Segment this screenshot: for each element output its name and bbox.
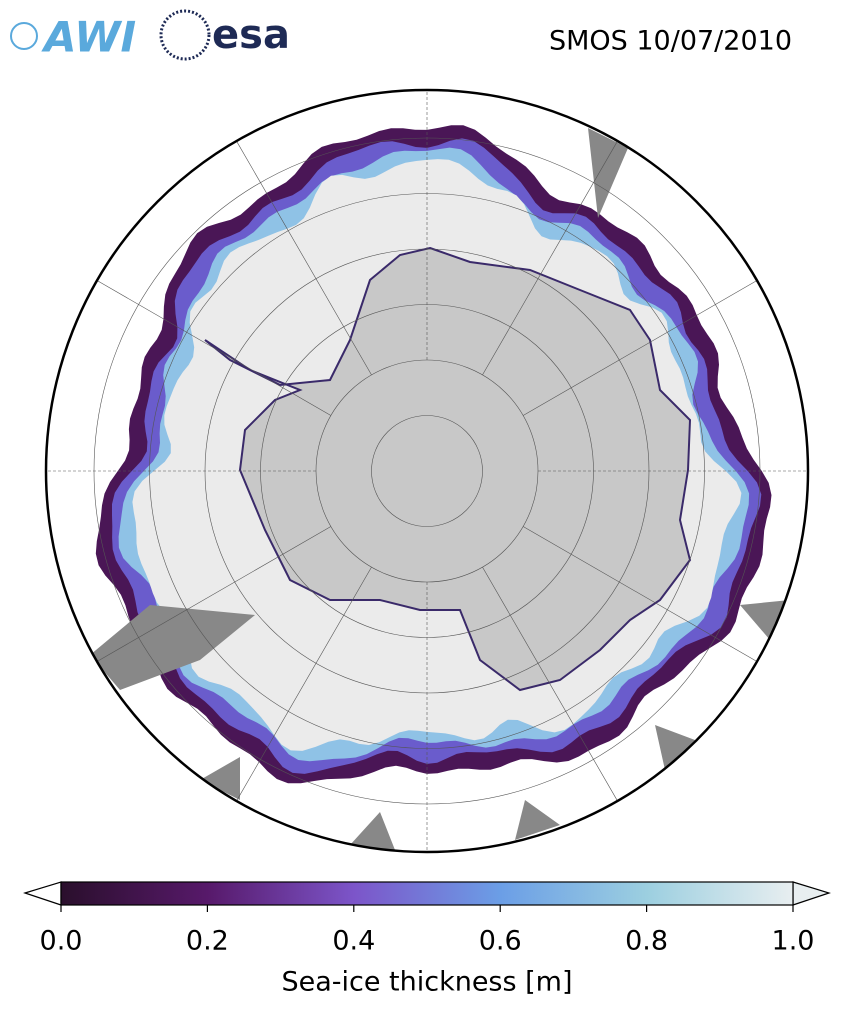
colorbar-tick-label: 1.0 [772, 926, 815, 957]
title: SMOS 10/07/2010 [549, 26, 792, 57]
awi-logo-text: AWI [41, 13, 136, 62]
graticule-circle [371, 415, 483, 527]
map [46, 90, 808, 852]
colorbar-tick-label: 0.2 [186, 926, 229, 957]
esa-logo-text: esa [212, 12, 290, 58]
awi-logo: AWI [10, 13, 136, 62]
colorbar-tick-label: 0.4 [332, 926, 375, 957]
graticule-meridian [522, 526, 758, 662]
antarctica [204, 246, 692, 692]
graticule-meridian [96, 526, 332, 662]
graticule-meridian [482, 140, 618, 376]
colorbar-tick-label: 0.6 [479, 926, 522, 957]
esa-logo: esa [159, 9, 290, 61]
graticule-meridian [96, 280, 332, 416]
map-border [44, 88, 810, 854]
graticule-meridian [236, 566, 372, 802]
colorbar-tick-label: 0.8 [625, 926, 668, 957]
colorbar-label: Sea-ice thickness [m] [281, 967, 572, 998]
graticule-meridian [236, 140, 372, 376]
graticule-meridian [482, 566, 618, 802]
colorbar-tick-label: 0.0 [40, 926, 83, 957]
colorbar: 0.0 0.2 0.4 0.6 0.8 1.0 [23, 881, 831, 957]
graticule-meridian [522, 280, 758, 416]
